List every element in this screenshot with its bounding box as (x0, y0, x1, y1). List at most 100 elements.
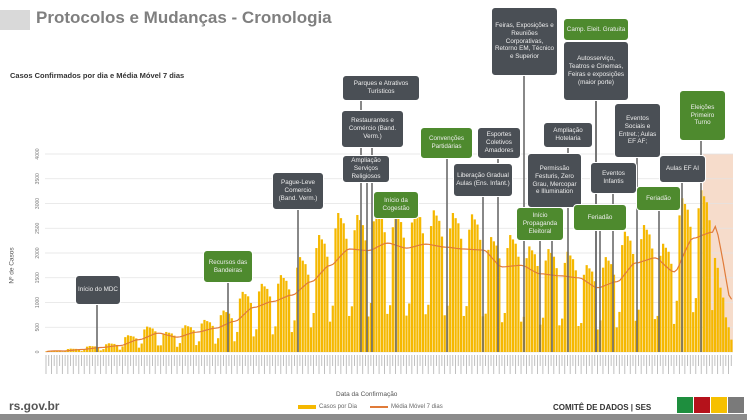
bar (645, 229, 648, 352)
bar (170, 333, 173, 352)
bar (247, 296, 250, 352)
y-axis-label: Nº de Casos (8, 247, 16, 284)
annotation: Início da Cogestão (373, 191, 419, 219)
bar (96, 347, 100, 352)
bar (364, 240, 367, 352)
bar (571, 259, 575, 352)
annotation: Aulas EF AI (659, 155, 706, 183)
title-accent-bar (0, 10, 30, 30)
bar (189, 327, 192, 352)
bar (607, 260, 610, 352)
bar (356, 214, 359, 352)
bar (263, 286, 266, 352)
bar (506, 248, 509, 352)
bar (550, 252, 553, 352)
bar (102, 349, 105, 352)
bar (498, 258, 501, 352)
bar (640, 239, 643, 352)
bar (432, 210, 435, 352)
bar (255, 329, 258, 352)
bar (279, 275, 283, 352)
bar (612, 274, 616, 352)
bar (252, 336, 255, 352)
bar (462, 315, 465, 352)
bar (694, 298, 698, 352)
bar (140, 343, 143, 352)
bar (227, 313, 231, 352)
committee-label: COMITÊ DE DADOS | SES (553, 403, 652, 412)
bar (555, 268, 558, 352)
bar (479, 239, 482, 352)
bars (45, 190, 733, 352)
bar (369, 302, 373, 352)
bar (528, 246, 531, 352)
bar (577, 326, 580, 352)
bar (238, 298, 242, 352)
bar (503, 312, 506, 352)
bar (334, 228, 337, 352)
bar (192, 330, 195, 352)
site-link[interactable]: rs.gov.br (9, 399, 60, 413)
bar (107, 343, 111, 352)
bar (173, 335, 176, 352)
bar (443, 315, 446, 352)
legend-bar-swatch (298, 405, 316, 409)
y-tick-label: 2000 (35, 247, 41, 258)
bar (511, 239, 515, 352)
bar (656, 315, 659, 352)
annotation: Feiras, Exposições e Reuniões Corporativ… (491, 7, 558, 76)
bar (293, 320, 296, 352)
bar (195, 345, 198, 352)
bar (427, 304, 430, 352)
annotation: Início do MDC (75, 275, 121, 305)
brand-square-yellow (711, 397, 727, 413)
x-axis-label: Data da Confirmação (336, 391, 398, 398)
bar (416, 211, 419, 352)
bar (601, 267, 605, 352)
bar (692, 312, 695, 352)
bar (648, 234, 651, 352)
bar (298, 257, 302, 352)
y-tick-label: 1500 (35, 272, 41, 283)
bar (219, 315, 222, 352)
bar (465, 306, 468, 352)
bar (378, 210, 381, 352)
bar (367, 316, 370, 352)
bar (135, 338, 138, 352)
bar (389, 305, 392, 352)
bar (484, 313, 487, 352)
bar (541, 317, 545, 352)
bar (563, 262, 566, 352)
annotation: Esportes Coletivos Amadores (477, 127, 521, 159)
bar (473, 219, 476, 352)
bar (449, 228, 452, 352)
bar (593, 281, 597, 352)
y-tick-label: 0 (35, 350, 41, 353)
bar (323, 243, 326, 352)
annotation: Permissão Festuris, Zero Grau, Mercopar … (527, 153, 582, 208)
bar (225, 312, 228, 352)
bar (301, 260, 304, 352)
bar (490, 237, 493, 352)
bar (380, 215, 384, 352)
bar (558, 325, 561, 352)
brand-square-green (677, 397, 693, 413)
bar (208, 322, 212, 352)
bar (547, 249, 550, 352)
bar (711, 310, 714, 352)
bar (181, 328, 184, 352)
bar (94, 346, 97, 352)
annotation: Autosserviço, Teatros e Cinemas, Feiras … (563, 41, 629, 101)
bar (662, 243, 665, 352)
annotation: Feriadão (573, 204, 627, 231)
y-tick-label: 3000 (35, 198, 41, 209)
bar (282, 277, 285, 352)
bar (569, 255, 572, 352)
bar (358, 220, 362, 352)
bar (536, 265, 539, 352)
bar (118, 349, 121, 352)
bar (631, 253, 635, 352)
bar (345, 238, 348, 352)
bar (375, 204, 378, 352)
bar (156, 345, 160, 352)
